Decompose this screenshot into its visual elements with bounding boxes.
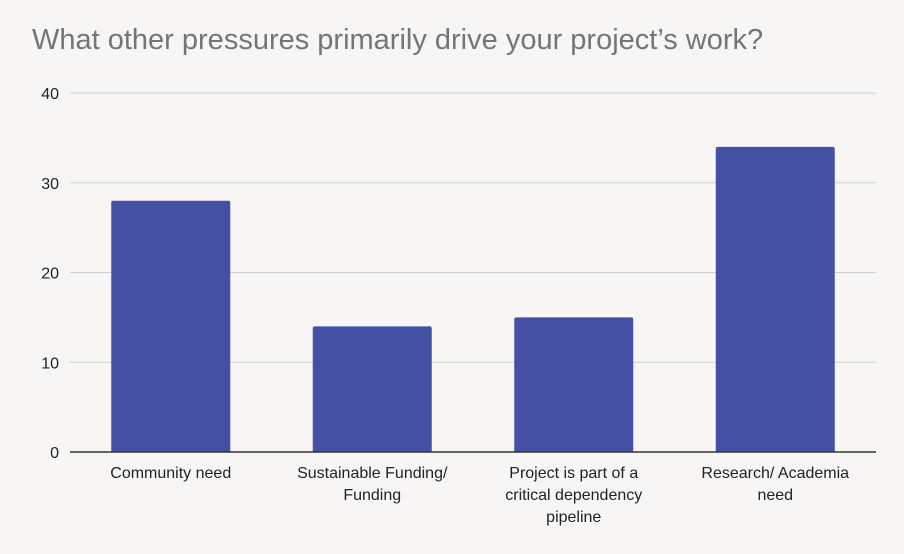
bar	[312, 326, 432, 452]
y-tick-label: 20	[41, 266, 59, 283]
x-category-label: need	[757, 487, 793, 504]
bar-layer	[111, 146, 835, 452]
bar	[111, 200, 231, 452]
x-category-label: Sustainable Funding/	[297, 465, 448, 482]
x-category-label: Funding	[343, 487, 401, 504]
x-category-label: Community need	[110, 465, 231, 482]
label-layer: 0 10 20 30 40 Community need Sustainable Fundi…	[41, 86, 849, 526]
x-category-label: Project is part of a	[509, 465, 638, 482]
x-category-label: Research/ Academia	[701, 465, 849, 482]
y-tick-label: 10	[41, 355, 59, 372]
x-category-label: critical dependency	[505, 487, 642, 504]
y-tick-label: 0	[50, 445, 59, 462]
y-tick-label: 40	[41, 86, 59, 103]
x-category-label: pipeline	[546, 509, 601, 526]
bar	[514, 317, 634, 452]
y-tick-label: 30	[41, 176, 59, 193]
chart-title: What other pressures primarily drive you…	[32, 24, 764, 56]
bar	[715, 146, 835, 452]
